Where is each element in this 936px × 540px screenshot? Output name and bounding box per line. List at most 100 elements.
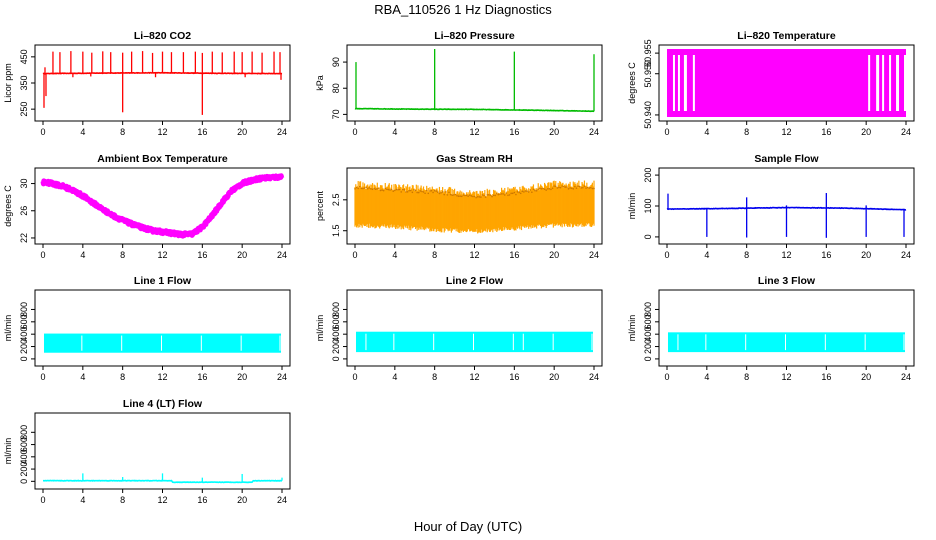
y-tick-label: 800 (19, 302, 29, 317)
rh-point (472, 195, 474, 198)
x-tick-label: 4 (80, 127, 85, 137)
rh-point (368, 187, 371, 189)
rh-point (483, 194, 485, 197)
rh-point (358, 185, 361, 188)
x-tick-label: 20 (861, 250, 871, 260)
rh-point (518, 191, 520, 194)
rh-point (362, 187, 364, 190)
x-tick-label: 0 (352, 250, 357, 260)
x-tick-label: 20 (549, 250, 559, 260)
y-tick-label: 250 (19, 102, 29, 117)
rh-point (435, 190, 438, 192)
rh-point (406, 191, 409, 193)
rh-point (397, 188, 399, 191)
rh-point (532, 188, 535, 191)
rh-point (357, 187, 359, 190)
panel-title: Line 4 (LT) Flow (123, 398, 203, 410)
rh-point (443, 193, 446, 196)
rh-point (558, 186, 560, 189)
y-tick-label: 90 (331, 57, 341, 67)
rh-point (566, 186, 568, 188)
series-line (354, 107, 595, 113)
x-tick-label: 12 (157, 495, 167, 505)
x-tick-label: 12 (469, 372, 479, 382)
x-tick-label: 16 (821, 372, 831, 382)
rh-point (392, 190, 395, 193)
x-tick-label: 0 (664, 127, 669, 137)
y-tick-label: 2.5 (331, 194, 341, 207)
y-tick-label: 200 (19, 462, 29, 477)
rh-point (395, 188, 398, 191)
panel-2: Li–820 Temperature degrees C 0 4 8 12 16 20 24 50… (627, 30, 915, 137)
rh-point (459, 195, 461, 197)
rh-point (473, 195, 476, 198)
panel-title: Li–820 CO2 (134, 30, 191, 42)
rh-point (429, 190, 431, 192)
rh-point (451, 194, 453, 196)
rh-point (433, 189, 436, 192)
rh-point (409, 189, 412, 192)
rh-point (457, 195, 460, 198)
series-line (43, 479, 283, 484)
rh-point (515, 193, 517, 196)
x-tick-label: 8 (432, 127, 437, 137)
rh-point (529, 189, 532, 191)
x-tick-label: 20 (861, 127, 871, 137)
x-tick-label: 12 (781, 372, 791, 382)
rh-point (408, 189, 410, 192)
rh-point (572, 188, 575, 190)
temp-gap (868, 55, 871, 111)
rh-point (382, 189, 385, 192)
x-tick-label: 12 (157, 127, 167, 137)
panel-8: Line 3 Flow ml/min 0 4 8 12 16 20 24 0 20040060080… (627, 275, 915, 382)
rh-point (355, 186, 358, 189)
x-tick-label: 4 (80, 372, 85, 382)
rh-point (416, 191, 418, 194)
y-tick-label: 0 (643, 234, 653, 239)
temp-gap (882, 55, 885, 111)
x-tick-label: 8 (120, 495, 125, 505)
x-tick-label: 24 (277, 495, 287, 505)
y-tick-label: 600 (331, 314, 341, 329)
y-tick-label: 30 (19, 179, 29, 189)
rh-point (460, 195, 463, 198)
rh-point (505, 192, 508, 194)
rh-point (398, 188, 401, 191)
rh-point (542, 187, 544, 190)
y-tick-label: 400 (331, 327, 341, 342)
x-tick-label: 16 (197, 372, 207, 382)
rh-point (524, 190, 527, 192)
rh-point (561, 185, 563, 187)
rh-point (492, 194, 495, 197)
y-axis-label: ml/min (3, 315, 13, 342)
x-tick-label: 24 (901, 127, 911, 137)
y-tick-label: 200 (643, 168, 653, 183)
rh-point (556, 187, 559, 189)
rh-point (508, 194, 511, 196)
flow-band (43, 333, 282, 353)
rh-point (510, 192, 512, 195)
rh-point (488, 194, 490, 196)
x-axis-label: Hour of Day (UTC) (414, 519, 522, 534)
x-tick-label: 24 (901, 250, 911, 260)
panel-3: Ambient Box Temperature degrees C 0 4 8 12 16 2… (3, 153, 291, 260)
y-axis-label: percent (315, 190, 325, 221)
rh-point (513, 191, 516, 194)
rh-point (562, 185, 565, 188)
x-tick-label: 20 (237, 127, 247, 137)
rh-point (402, 188, 404, 191)
rh-point (424, 192, 426, 195)
flow-band (667, 332, 906, 353)
rh-point (441, 191, 444, 193)
y-tick-label: 400 (19, 327, 29, 342)
x-tick-label: 0 (352, 127, 357, 137)
rh-point (411, 191, 414, 194)
rh-point (381, 189, 383, 191)
rh-point (588, 187, 591, 189)
x-tick-label: 20 (549, 372, 559, 382)
y-tick-label: 0 (19, 479, 29, 484)
panel-title: Line 1 Flow (134, 275, 192, 287)
y-tick-label: 50.950 (643, 60, 653, 88)
x-tick-label: 8 (744, 127, 749, 137)
x-tick-label: 20 (549, 127, 559, 137)
